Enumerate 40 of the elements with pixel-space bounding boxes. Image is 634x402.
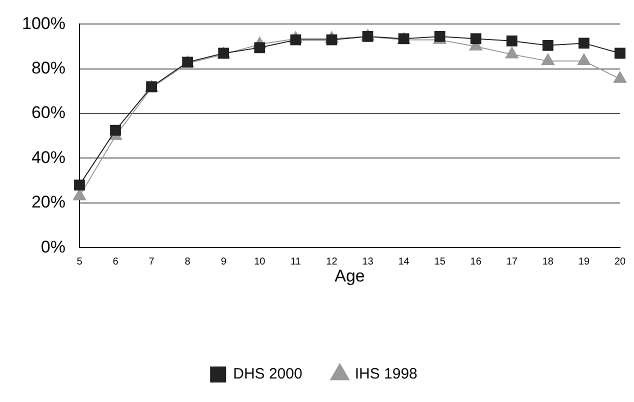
x-tick-label: 8 [184,256,191,268]
point [470,33,482,44]
x-tick-label: 16 [470,256,482,268]
legend-label: IHS 1998 [354,366,418,383]
point [578,38,590,49]
point [505,46,518,58]
point [326,34,338,46]
y-tick-label: 100% [22,14,66,33]
point [74,180,85,190]
y-tick-label: 20% [31,192,66,212]
x-tick-label: 9 [220,256,227,268]
point [613,71,627,83]
point [72,188,86,200]
x-tick-label: 5 [76,256,83,268]
point [506,36,518,46]
x-tick-label: 11 [290,256,302,268]
x-tick-label: 15 [434,256,446,268]
x-tick-label: 17 [506,256,518,268]
point [254,42,266,54]
y-tick-label: 60% [31,103,66,122]
x-tick-label: 6 [112,256,119,268]
x-tick-label: 20 [614,256,626,268]
x-tick-label: 18 [542,256,554,268]
point [542,40,554,51]
point [577,54,591,66]
y-tick-label: 0% [40,237,66,256]
x-axis-title: Age [334,266,365,286]
point [541,54,554,66]
x-tick-label: 14 [398,256,410,268]
point [614,48,626,59]
point [110,124,121,136]
y-tick-label: 40% [31,148,66,167]
x-tick-label: 13 [362,256,374,268]
y-tick-label: 80% [31,58,66,78]
x-tick-label: 7 [148,256,155,268]
x-tick-label: 19 [578,256,590,268]
point [362,31,374,42]
x-tick-label: 10 [254,256,266,268]
legend-label: DHS 2000 [233,366,302,383]
x-tick-label: 12 [326,256,338,268]
